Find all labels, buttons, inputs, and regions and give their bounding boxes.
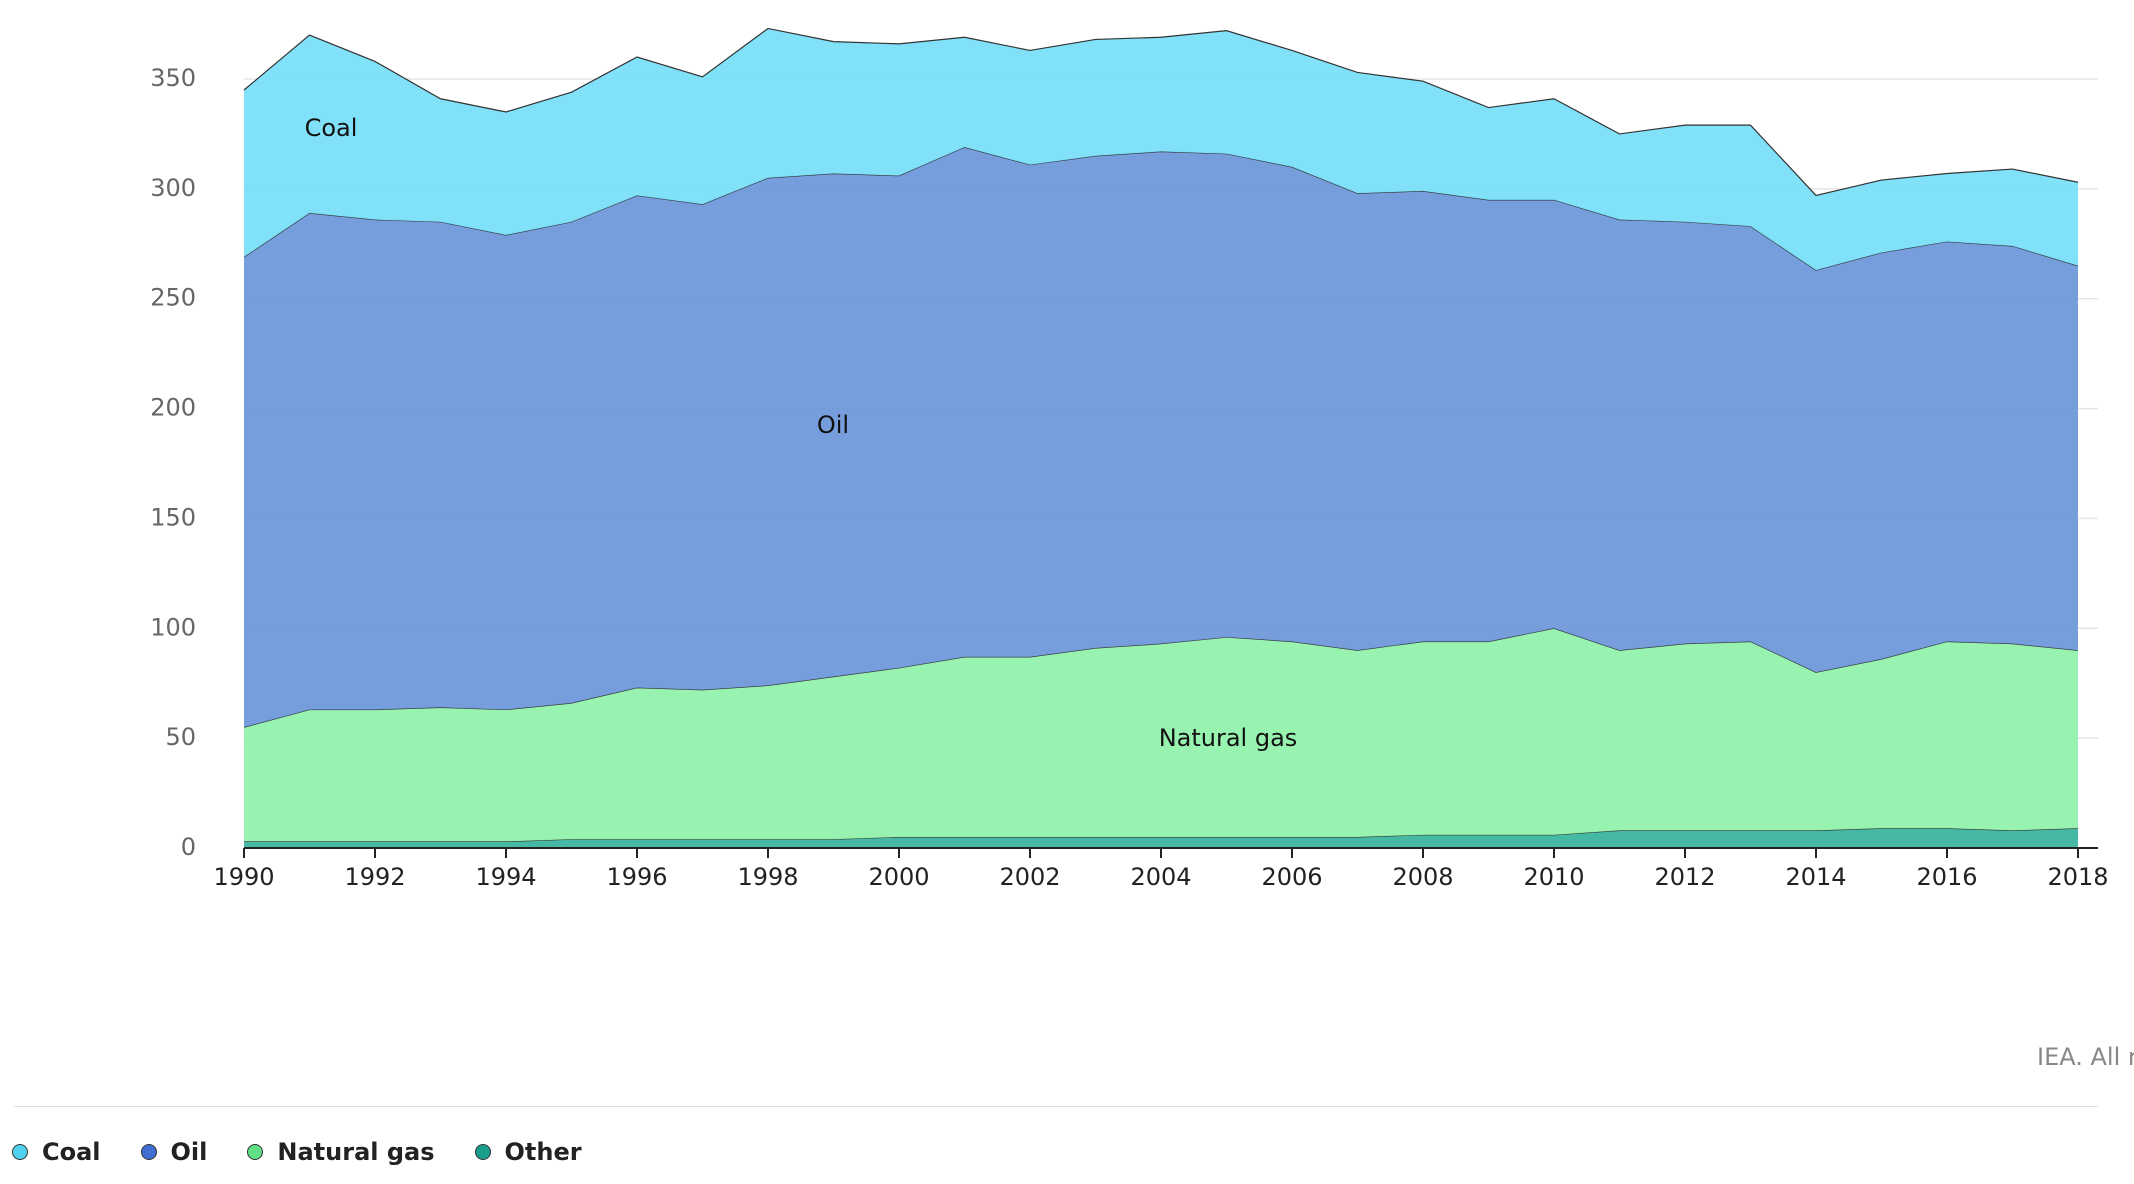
y-tick-label: 100 [150,613,196,641]
legend-swatch [474,1144,491,1160]
area-edge [243,27,2079,197]
x-tick-label: 1998 [737,863,798,891]
x-tick-label: 1994 [475,863,536,891]
x-tick-label: 1990 [213,863,274,891]
x-tick-label: 1996 [606,863,667,891]
x-tick-label: 2006 [1261,863,1322,891]
area-label: Oil [817,411,849,439]
legend-item[interactable]: Other [474,1138,582,1166]
y-tick-label: 250 [150,284,196,312]
y-tick-label: 200 [150,394,196,422]
area-label: Natural gas [1159,724,1298,752]
y-tick-label: 350 [150,64,196,92]
legend-swatch [140,1144,157,1160]
legend-swatch [12,1144,28,1160]
legend-item[interactable]: Natural gas [247,1138,435,1166]
separator [14,1106,2098,1107]
y-tick-label: 50 [165,723,196,751]
x-tick-label: 2012 [1654,863,1715,891]
chart: 0 50 100 150 200 250 300 350 1990 1992 1994 1996 199… [150,27,2109,891]
area-edge [243,627,2079,728]
x-tick-label: 1992 [344,863,405,891]
legend-label: Other [504,1138,582,1166]
area [244,628,2078,842]
y-tick-label: 0 [181,833,196,861]
x-tick-label: 2008 [1392,863,1453,891]
area [244,828,2078,848]
x-tick-label: 2000 [868,863,929,891]
legend-item[interactable]: Oil [140,1138,208,1166]
legend-swatch [247,1144,264,1160]
legend: Coal Oil Natural gas Other [12,1138,582,1166]
legend-label: Natural gas [277,1138,435,1166]
area-label: Coal [305,114,358,142]
x-tick-label: 2004 [1130,863,1191,891]
x-tick-label: 2002 [999,863,1060,891]
area [244,28,2078,271]
legend-item[interactable]: Coal [12,1138,101,1166]
x-tick-label: 2010 [1523,863,1584,891]
x-tick-label: 2016 [1916,863,1977,891]
legend-label: Coal [42,1138,101,1166]
x-tick-label: 2014 [1785,863,1846,891]
x-tick-label: 2018 [2047,863,2108,891]
area [244,147,2078,728]
y-tick-label: 300 [150,174,196,202]
source: IEA. All rights reserved. [2037,1043,2134,1071]
legend-label: Oil [170,1138,208,1166]
y-tick-label: 150 [150,503,196,531]
